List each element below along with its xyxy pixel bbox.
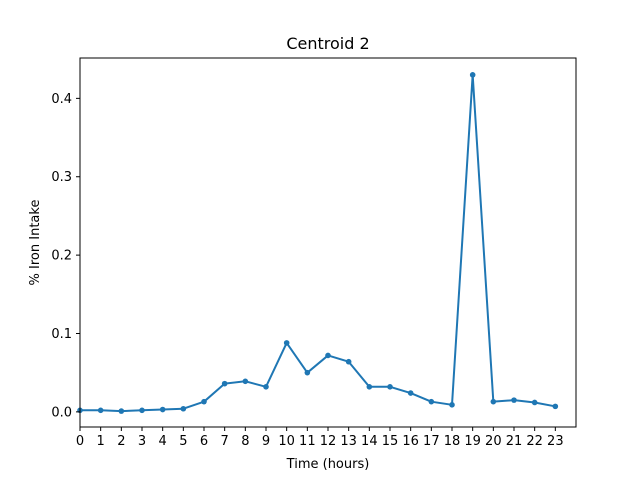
- y-tick-label: 0.3: [51, 170, 72, 185]
- x-tick-label: 6: [200, 434, 208, 449]
- x-tick-label: 19: [464, 434, 481, 449]
- data-point: [511, 397, 517, 403]
- data-point: [118, 408, 125, 414]
- data-point: [139, 407, 145, 414]
- x-tick-label: 22: [526, 434, 543, 449]
- data-point: [325, 352, 331, 359]
- y-tick-label: 0.2: [51, 249, 72, 264]
- x-tick-label: 17: [423, 434, 440, 449]
- data-point: [304, 369, 311, 376]
- series-line: [79, 73, 557, 413]
- data-point: [242, 378, 249, 385]
- x-tick-label: 15: [382, 434, 399, 449]
- x-tick-label: 13: [340, 434, 357, 449]
- x-tick-label: 14: [361, 434, 378, 449]
- x-tick-label: 8: [241, 434, 249, 449]
- x-axis-label: Time (hours): [286, 457, 370, 472]
- data-point: [159, 406, 166, 413]
- y-axis-label: % Iron Intake: [28, 200, 43, 286]
- y-tick-label: 0.1: [51, 327, 72, 342]
- data-point: [387, 383, 393, 390]
- x-tick-label: 5: [179, 434, 187, 449]
- data-point: [531, 399, 538, 406]
- data-point: [283, 340, 290, 346]
- x-tick-label: 20: [485, 434, 502, 449]
- data-point: [469, 72, 476, 78]
- data-point: [345, 358, 352, 365]
- x-tick-label: 0: [76, 434, 84, 449]
- data-point: [449, 402, 455, 408]
- x-tick-label: 18: [444, 434, 461, 449]
- data-point: [97, 407, 104, 414]
- x-tick-label: 4: [159, 434, 167, 449]
- data-point: [263, 383, 269, 390]
- x-tick-label: 9: [262, 434, 270, 449]
- y-tick-label: 0.0: [51, 405, 72, 420]
- x-tick-label: 10: [278, 434, 295, 449]
- x-tick-label: 7: [221, 434, 229, 449]
- plot-marks: [77, 72, 559, 414]
- data-point: [366, 383, 373, 390]
- x-tick-label: 21: [506, 434, 523, 449]
- x-tick-label: 12: [320, 434, 337, 449]
- x-tick-label: 1: [97, 434, 105, 449]
- y-tick-label: 0.4: [51, 92, 72, 107]
- data-point: [490, 398, 497, 405]
- data-point: [221, 380, 228, 387]
- data-point: [201, 398, 207, 405]
- axis-ticks: 0 1 2 3 4 5 6 7 8 9 10 11 12 13 14 15 16 17 18 19 20 21 22 230.…: [51, 92, 563, 449]
- x-tick-label: 11: [299, 434, 316, 449]
- data-point: [180, 405, 187, 412]
- data-point: [407, 390, 414, 396]
- x-tick-label: 16: [402, 434, 419, 449]
- chart-title: Centroid 2: [286, 34, 369, 53]
- data-point: [552, 403, 559, 410]
- data-point: [428, 398, 435, 405]
- x-tick-label: 3: [138, 434, 146, 449]
- x-tick-label: 2: [117, 434, 125, 449]
- x-tick-label: 23: [547, 434, 564, 449]
